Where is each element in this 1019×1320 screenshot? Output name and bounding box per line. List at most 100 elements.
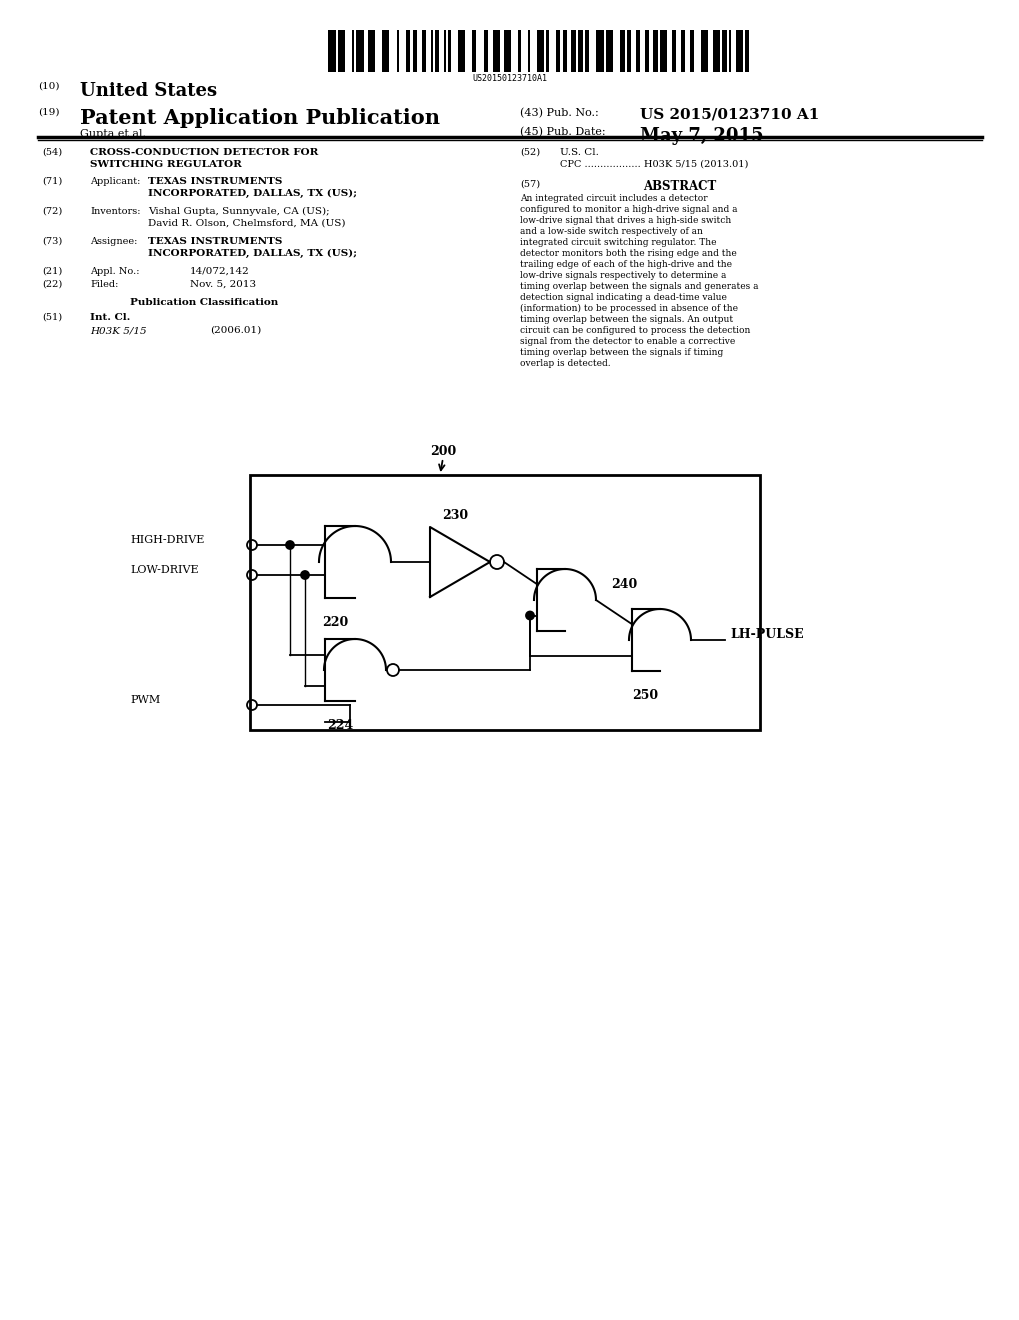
Text: (57): (57): [520, 180, 540, 189]
Bar: [413, 30, 417, 73]
Text: detection signal indicating a dead-time value: detection signal indicating a dead-time …: [520, 293, 727, 302]
Text: timing overlap between the signals and generates a: timing overlap between the signals and g…: [520, 282, 758, 290]
Bar: [635, 30, 640, 73]
Text: (73): (73): [42, 238, 62, 246]
Text: timing overlap between the signals. An output: timing overlap between the signals. An o…: [520, 315, 733, 323]
Text: (22): (22): [42, 280, 62, 289]
Text: (54): (54): [42, 148, 62, 157]
Text: trailing edge of each of the high-drive and the: trailing edge of each of the high-drive …: [520, 260, 732, 269]
Bar: [458, 30, 465, 73]
Text: 220: 220: [322, 616, 347, 630]
Text: U.S. Cl.: U.S. Cl.: [559, 148, 598, 157]
Text: Assignee:: Assignee:: [90, 238, 138, 246]
Bar: [503, 30, 511, 73]
Text: US 2015/0123710 A1: US 2015/0123710 A1: [639, 108, 818, 121]
Bar: [483, 30, 487, 73]
Text: Applicant:: Applicant:: [90, 177, 141, 186]
Text: Vishal Gupta, Sunnyvale, CA (US);: Vishal Gupta, Sunnyvale, CA (US);: [148, 207, 329, 216]
Bar: [644, 30, 648, 73]
Bar: [472, 30, 476, 73]
Bar: [328, 30, 335, 73]
Text: Inventors:: Inventors:: [90, 207, 141, 216]
Text: (19): (19): [38, 108, 59, 117]
Bar: [689, 30, 693, 73]
Text: (52): (52): [520, 148, 540, 157]
Bar: [605, 30, 612, 73]
Bar: [555, 30, 559, 73]
Bar: [537, 30, 544, 73]
Bar: [382, 30, 389, 73]
Bar: [626, 30, 631, 73]
Text: Nov. 5, 2013: Nov. 5, 2013: [190, 280, 256, 289]
Bar: [653, 30, 657, 73]
Circle shape: [526, 611, 534, 619]
Text: (45) Pub. Date:: (45) Pub. Date:: [520, 127, 605, 137]
Text: 224: 224: [326, 719, 353, 733]
Text: detector monitors both the rising edge and the: detector monitors both the rising edge a…: [520, 249, 736, 257]
Text: integrated circuit switching regulator. The: integrated circuit switching regulator. …: [520, 238, 715, 247]
Bar: [729, 30, 731, 73]
Bar: [406, 30, 410, 73]
Text: Int. Cl.: Int. Cl.: [90, 313, 130, 322]
Bar: [700, 30, 707, 73]
Bar: [492, 30, 499, 73]
Bar: [578, 30, 582, 73]
Text: INCORPORATED, DALLAS, TX (US);: INCORPORATED, DALLAS, TX (US);: [148, 189, 357, 198]
Bar: [735, 30, 742, 73]
Text: TEXAS INSTRUMENTS: TEXAS INSTRUMENTS: [148, 177, 282, 186]
Text: Gupta et al.: Gupta et al.: [79, 129, 146, 139]
Bar: [368, 30, 375, 73]
Text: low-drive signal that drives a high-side switch: low-drive signal that drives a high-side…: [520, 216, 731, 224]
Text: Filed:: Filed:: [90, 280, 118, 289]
Bar: [518, 30, 520, 73]
Text: Publication Classification: Publication Classification: [129, 298, 278, 308]
Bar: [721, 30, 726, 73]
Bar: [250, 475, 759, 730]
Bar: [421, 30, 426, 73]
Text: and a low-side switch respectively of an: and a low-side switch respectively of an: [520, 227, 702, 236]
Text: Patent Application Publication: Patent Application Publication: [79, 108, 439, 128]
Text: ABSTRACT: ABSTRACT: [643, 180, 716, 193]
Text: configured to monitor a high-drive signal and a: configured to monitor a high-drive signa…: [520, 205, 737, 214]
Text: David R. Olson, Chelmsford, MA (US): David R. Olson, Chelmsford, MA (US): [148, 219, 345, 228]
Bar: [396, 30, 398, 73]
Text: PWM: PWM: [129, 696, 160, 705]
Bar: [712, 30, 719, 73]
Bar: [352, 30, 354, 73]
Text: TEXAS INSTRUMENTS: TEXAS INSTRUMENTS: [148, 238, 282, 246]
Text: CROSS-CONDUCTION DETECTOR FOR: CROSS-CONDUCTION DETECTOR FOR: [90, 148, 318, 157]
Text: (10): (10): [38, 82, 59, 91]
Circle shape: [301, 572, 309, 579]
Text: circuit can be configured to process the detection: circuit can be configured to process the…: [520, 326, 750, 335]
Text: (2006.01): (2006.01): [210, 326, 261, 335]
Bar: [448, 30, 450, 73]
Text: 200: 200: [430, 445, 455, 458]
Text: (71): (71): [42, 177, 62, 186]
Text: CPC .................. H03K 5/15 (2013.01): CPC .................. H03K 5/15 (2013.0…: [559, 160, 748, 169]
Text: US20150123710A1: US20150123710A1: [472, 74, 547, 83]
Circle shape: [285, 541, 293, 549]
Bar: [443, 30, 445, 73]
Text: LH-PULSE: LH-PULSE: [730, 628, 803, 642]
Text: HIGH-DRIVE: HIGH-DRIVE: [129, 535, 204, 545]
Text: overlap is detected.: overlap is detected.: [520, 359, 610, 368]
Bar: [434, 30, 439, 73]
Text: May 7, 2015: May 7, 2015: [639, 127, 763, 145]
Bar: [527, 30, 530, 73]
Text: Appl. No.:: Appl. No.:: [90, 267, 140, 276]
Bar: [430, 30, 432, 73]
Bar: [672, 30, 676, 73]
Bar: [561, 30, 567, 73]
Bar: [596, 30, 603, 73]
Text: LOW-DRIVE: LOW-DRIVE: [129, 565, 199, 576]
Text: INCORPORATED, DALLAS, TX (US);: INCORPORATED, DALLAS, TX (US);: [148, 249, 357, 259]
Bar: [546, 30, 548, 73]
Text: 14/072,142: 14/072,142: [190, 267, 250, 276]
Text: timing overlap between the signals if timing: timing overlap between the signals if ti…: [520, 348, 722, 356]
Bar: [620, 30, 624, 73]
Text: 230: 230: [441, 510, 468, 521]
Text: SWITCHING REGULATOR: SWITCHING REGULATOR: [90, 160, 242, 169]
Text: 250: 250: [632, 689, 657, 702]
Bar: [571, 30, 576, 73]
Bar: [584, 30, 589, 73]
